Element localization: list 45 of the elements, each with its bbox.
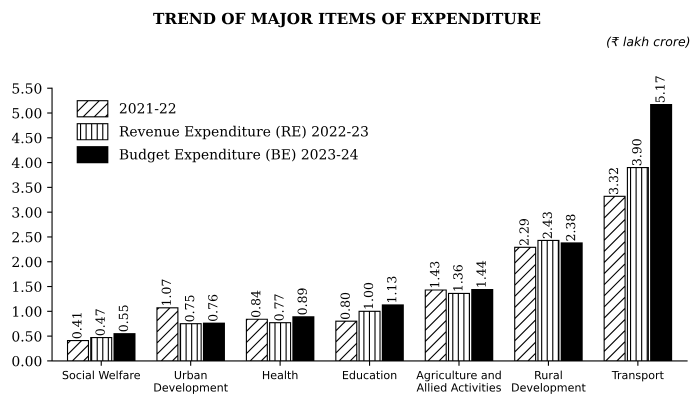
data-label: 2.43 [542,212,552,238]
x-tick-label: Rural Development [512,370,586,394]
data-label: 3.32 [608,168,618,194]
data-label: 1.43 [430,262,440,288]
y-tick-label: 2.50 [12,232,42,242]
x-tick-label: Social Welfare [62,370,140,380]
data-label: 1.13 [386,276,396,302]
y-tick-label: 4.00 [12,158,42,168]
data-label: 1.00 [364,282,374,308]
data-label: 0.55 [118,305,128,332]
x-tick-label: Education [342,370,396,380]
y-tick-label: 0.00 [12,356,42,366]
y-tick-label: 1.50 [13,282,42,292]
data-label: 0.41 [72,313,82,338]
data-label: 0.84 [251,290,260,318]
data-label: 0.77 [274,294,284,321]
chart-title: TREND OF MAJOR ITEMS OF EXPENDITURE [153,12,540,28]
text: (₹ lakh crore) [607,36,690,48]
x-tick-label: Transport [612,370,664,382]
data-label: 1.44 [476,260,486,287]
data-label: 1.07 [162,280,172,305]
x-tick-label: Agriculture and Allied Activities [416,370,501,392]
y-tick-label: 5.00 [12,108,42,118]
data-label: 5.17 [655,76,665,102]
x-tick-label: Health [262,370,298,380]
data-label: 3.90 [632,139,642,166]
data-label: 0.89 [298,288,307,315]
y-tick-label: 4.50 [12,132,42,144]
data-label: 1.36 [453,265,463,291]
data-label: 0.76 [208,294,218,322]
legend-label: 2021-22 [120,103,176,114]
y-tick-label: 0.50 [12,331,42,342]
data-label: 0.47 [95,309,105,336]
legend-label: Budget Expenditure (BE) 2023-24 [120,148,358,162]
data-label: 0.75 [184,295,194,322]
y-tick-label: 5.50 [12,83,42,94]
data-label: 0.80 [340,292,350,320]
x-tick-label: Urban Development [154,370,228,394]
data-label: 2.29 [519,218,529,246]
y-tick-label: 3.50 [12,182,42,193]
y-tick-label: 3.00 [12,207,42,218]
legend-label: Revenue Expenditure (RE) 2022-23 [120,126,368,140]
data-label: 2.38 [566,214,576,241]
y-tick-label: 2.00 [12,256,42,268]
y-tick-label: 1.00 [13,306,42,317]
